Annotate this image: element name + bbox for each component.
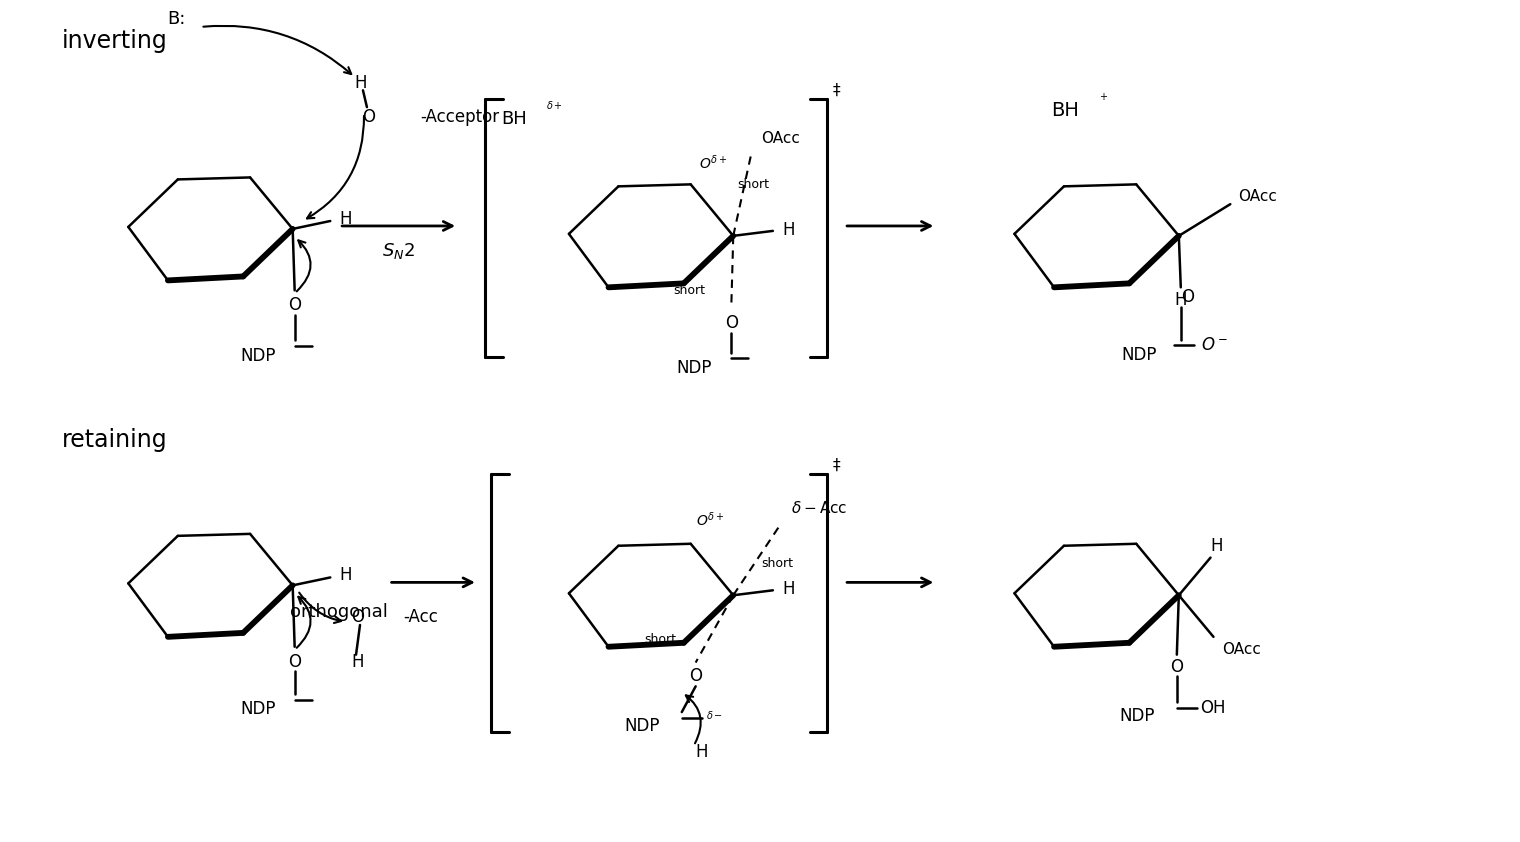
Text: H: H — [783, 221, 795, 239]
Text: O: O — [289, 653, 301, 670]
Text: short: short — [762, 557, 793, 570]
Text: BH: BH — [502, 110, 527, 128]
Text: short: short — [737, 178, 769, 191]
Text: $^{\delta+}$: $^{\delta+}$ — [546, 100, 562, 115]
Text: $O^-$: $O^-$ — [1201, 336, 1228, 354]
Text: O: O — [689, 668, 702, 685]
Text: H: H — [783, 580, 795, 599]
Text: $^{\ddagger}$: $^{\ddagger}$ — [833, 461, 842, 481]
Text: O: O — [1170, 658, 1184, 675]
Text: $O^{\delta+}$: $O^{\delta+}$ — [696, 511, 725, 530]
Text: $^+$: $^+$ — [1096, 93, 1108, 106]
Text: H: H — [339, 210, 351, 228]
Text: NDP: NDP — [240, 700, 275, 718]
Text: orthogonal: orthogonal — [290, 603, 388, 621]
Text: $^{\ddagger}$: $^{\ddagger}$ — [833, 85, 842, 105]
Text: O: O — [289, 296, 301, 314]
Text: BH: BH — [1050, 100, 1079, 120]
Text: -Acc: -Acc — [404, 608, 438, 626]
Text: short: short — [644, 633, 676, 647]
Text: retaining: retaining — [62, 428, 167, 452]
Text: H: H — [1175, 291, 1187, 309]
Text: OAcc: OAcc — [762, 131, 800, 147]
Text: H: H — [339, 567, 351, 584]
Text: $S_N2$: $S_N2$ — [382, 241, 415, 261]
Text: NDP: NDP — [676, 359, 711, 376]
Text: $^{\delta-}$: $^{\delta-}$ — [705, 711, 722, 725]
Text: OH: OH — [1201, 699, 1227, 717]
Text: OAcc: OAcc — [1222, 642, 1262, 658]
Text: $\delta-$Acc: $\delta-$Acc — [790, 500, 847, 516]
Text: short: short — [673, 284, 705, 297]
Text: O: O — [1181, 288, 1193, 306]
Text: NDP: NDP — [240, 347, 275, 365]
Text: NDP: NDP — [625, 717, 660, 735]
Text: NDP: NDP — [1122, 346, 1157, 364]
Text: H: H — [351, 653, 365, 670]
Text: NDP: NDP — [1119, 707, 1155, 725]
Text: OAcc: OAcc — [1239, 189, 1277, 204]
Text: O: O — [362, 108, 375, 126]
Text: -Acceptor: -Acceptor — [421, 108, 500, 126]
Text: $O^{\delta+}$: $O^{\delta+}$ — [699, 153, 728, 172]
Text: H: H — [354, 74, 368, 93]
Text: inverting: inverting — [62, 29, 167, 53]
Text: O: O — [725, 314, 737, 332]
Text: H: H — [1210, 536, 1222, 555]
Text: O: O — [351, 608, 365, 626]
Text: B:: B: — [167, 10, 185, 28]
Text: H: H — [695, 743, 708, 760]
